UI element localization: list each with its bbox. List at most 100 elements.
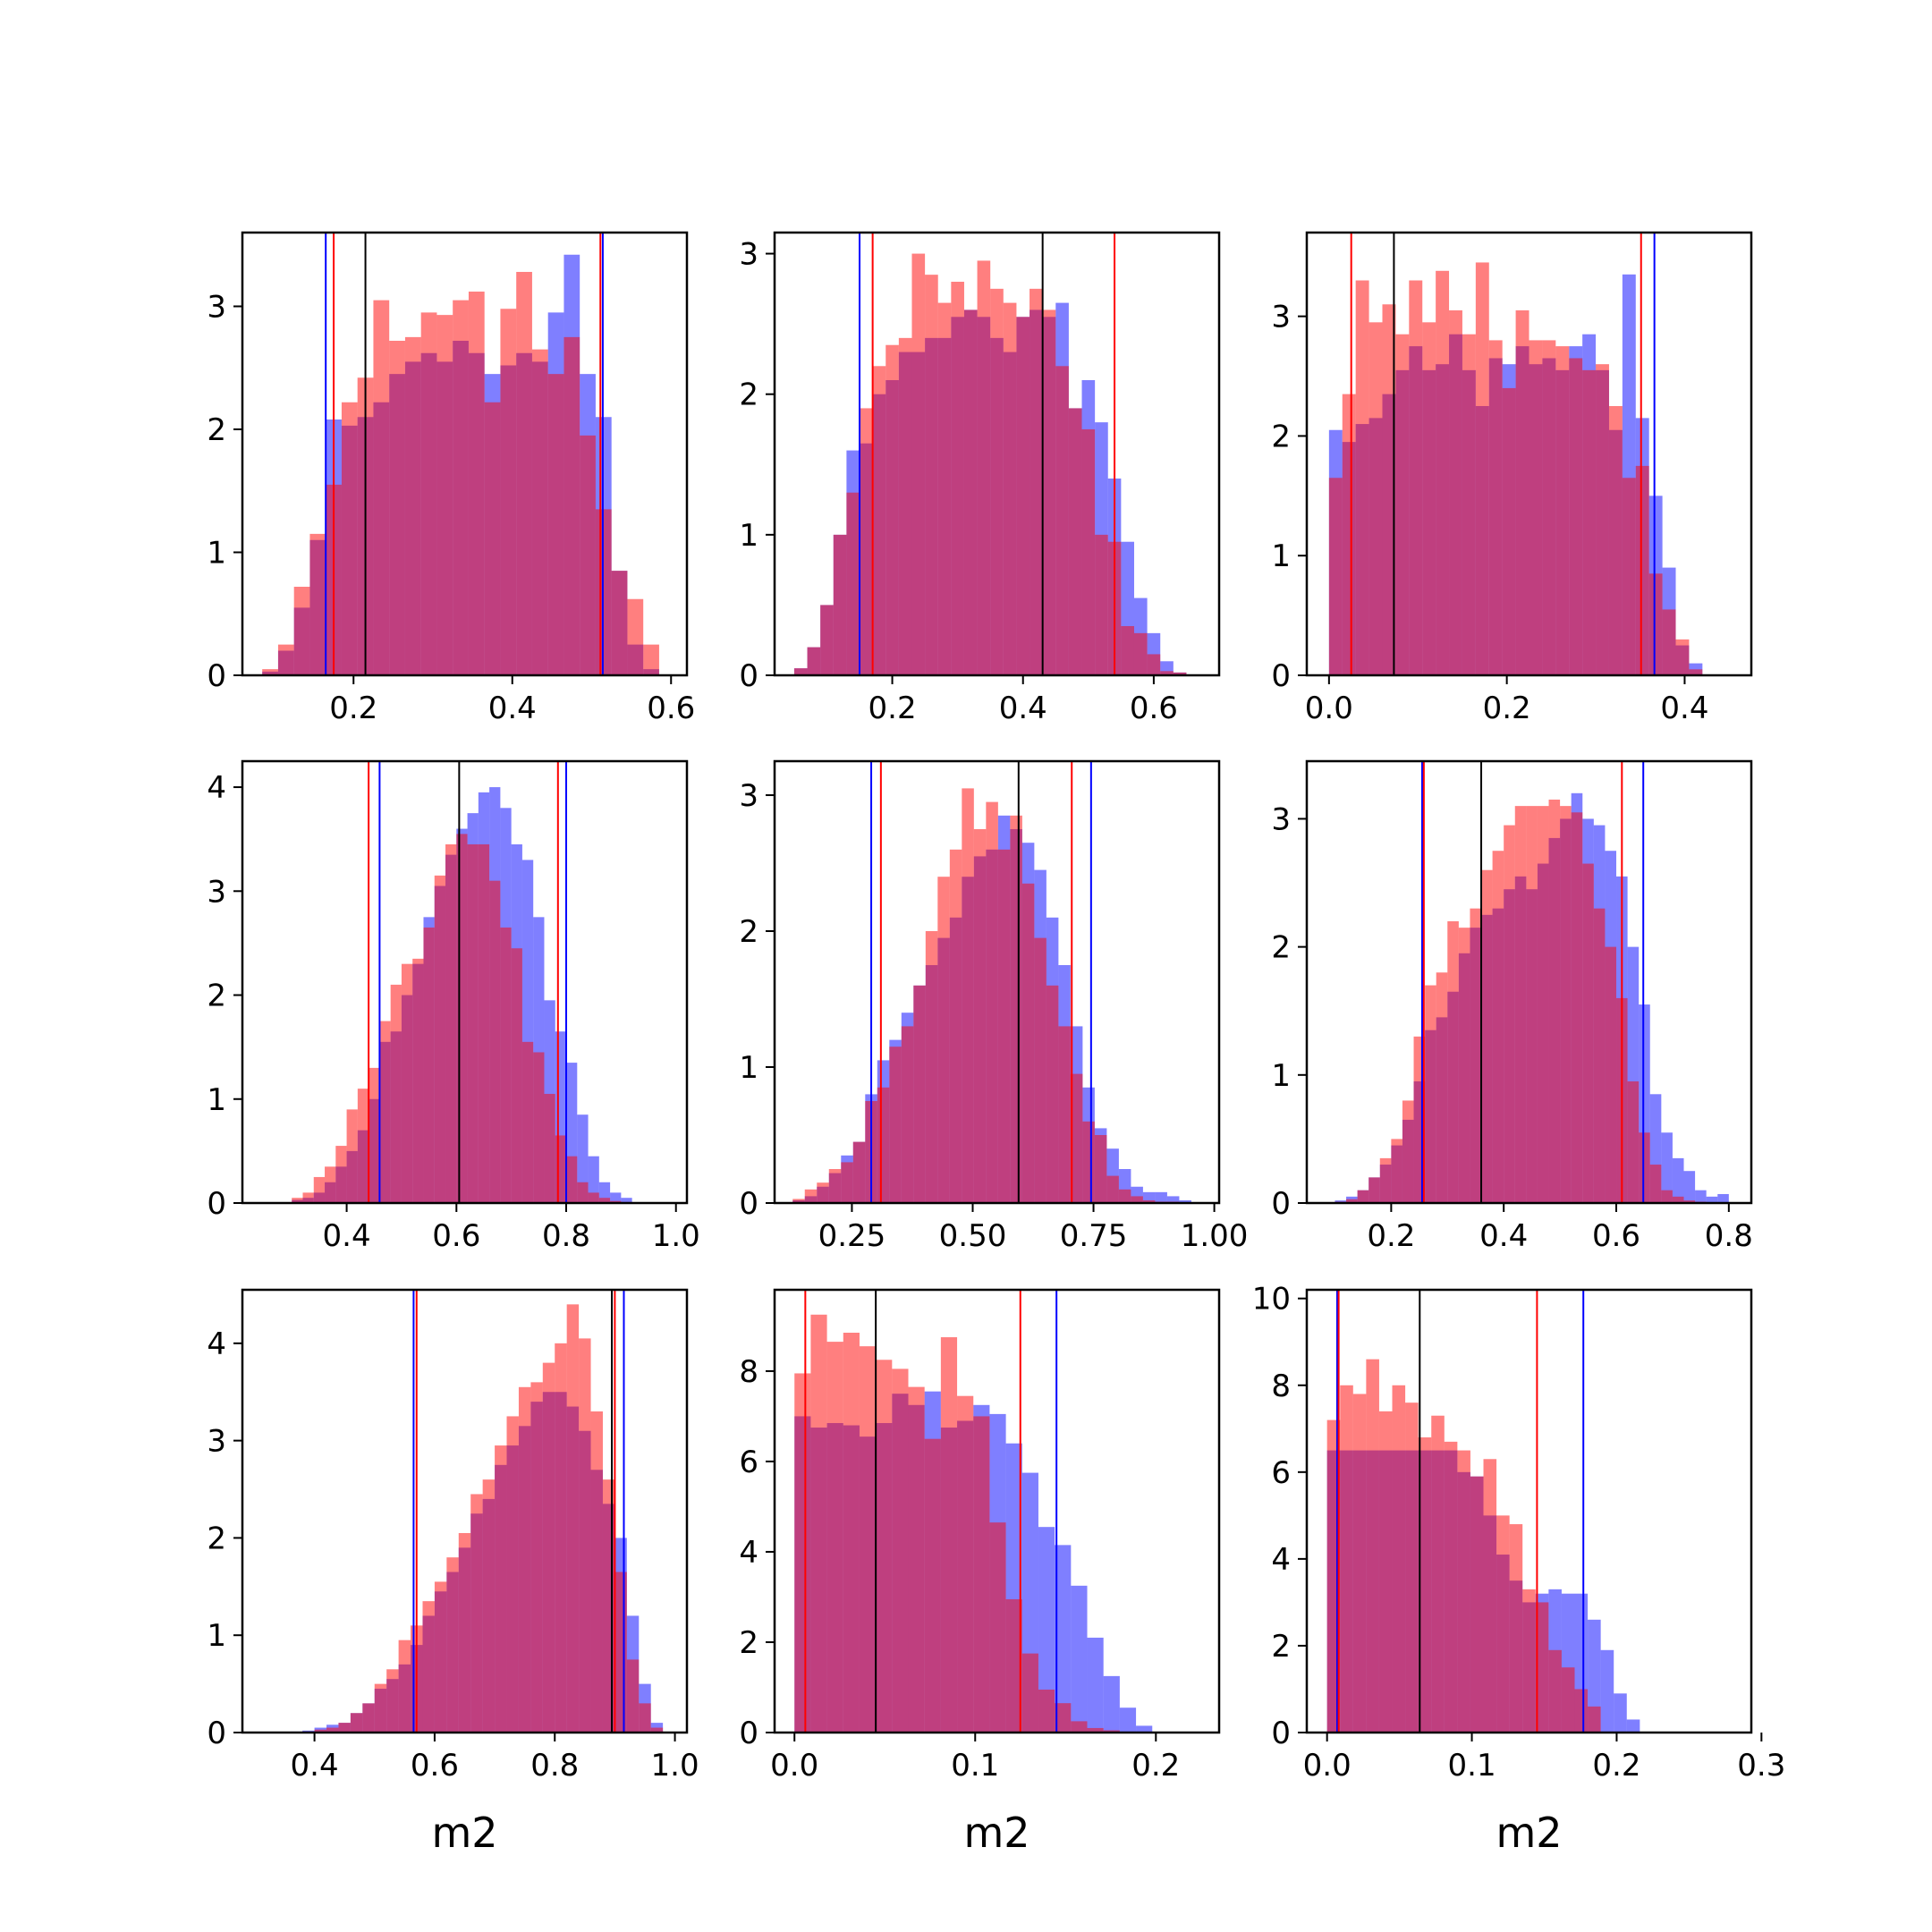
hist-bar-red <box>434 875 446 1203</box>
hist-bar-red <box>404 336 421 675</box>
hist-bar-red <box>1392 1385 1406 1733</box>
plot-area <box>262 233 659 675</box>
hist-bar-red <box>379 1021 391 1203</box>
hist-bar-red <box>924 1438 941 1733</box>
hist-bar-red <box>1173 672 1187 675</box>
hist-bar-red <box>1046 985 1059 1203</box>
hist-bar-red <box>614 1572 627 1733</box>
hist-bar-red <box>518 1386 531 1733</box>
y-tick-label: 1 <box>1271 538 1291 574</box>
x-tick-label: 0.4 <box>1660 691 1708 726</box>
axes-frame <box>773 231 1221 677</box>
hist-bar-blue <box>1614 1693 1627 1733</box>
x-tick-label: 0.2 <box>1592 1748 1640 1784</box>
hist-bar-red <box>650 1727 664 1733</box>
x-tick-label: 0.4 <box>488 691 537 726</box>
hist-bar-red <box>1355 280 1369 675</box>
hist-bar-red <box>1488 340 1503 675</box>
hist-bar-red <box>925 931 938 1203</box>
x-tick-label: 0.2 <box>869 691 917 726</box>
hist-bar-red <box>386 1669 399 1733</box>
y-tick-label: 2 <box>1271 930 1291 966</box>
hist-bar-red <box>579 1338 591 1733</box>
hist-bar-blue <box>621 1198 632 1203</box>
hist-bar-red <box>1103 1730 1120 1733</box>
hist-bar-red <box>1422 322 1436 675</box>
hist-bar-red <box>876 1360 893 1733</box>
hist-bar-red <box>373 300 390 675</box>
hist-bar-blue <box>1588 1619 1601 1733</box>
y-tick-label: 0 <box>1271 658 1291 694</box>
y-tick-label: 2 <box>207 1521 226 1556</box>
hist-bar-red <box>456 834 468 1203</box>
hist-bar-red <box>1574 1689 1589 1733</box>
hist-bar-red <box>1436 972 1448 1203</box>
axes-frame <box>241 759 689 1205</box>
y-tick-label: 2 <box>1271 419 1291 454</box>
hist-bar-red <box>1034 937 1046 1203</box>
hist-bar-red <box>314 1729 327 1733</box>
hist-bar-red <box>1627 1080 1640 1203</box>
hist-bar-red <box>892 1368 909 1733</box>
hist-bar-red <box>602 1479 615 1733</box>
hist-bar-red <box>1030 288 1043 675</box>
hist-bar-red <box>1118 1189 1131 1203</box>
hist-bar-red <box>1133 632 1148 675</box>
series-red <box>302 1304 664 1733</box>
x-tick-label: 0.8 <box>1705 1218 1753 1254</box>
hist-bar-red <box>898 337 912 675</box>
hist-bar-blue <box>1055 1545 1072 1733</box>
hist-bar-red <box>580 435 596 675</box>
y-tick-label: 3 <box>207 1424 226 1460</box>
subplot-5: 0.25 0.50 0.75 1.00 0 1 2 3 <box>739 759 1249 1254</box>
hist-bar-red <box>398 1640 411 1733</box>
x-tick-label: 0.1 <box>1448 1748 1496 1784</box>
hist-bar-blue <box>1166 1196 1180 1203</box>
hist-bar-red <box>1662 609 1676 675</box>
hist-bar-red <box>577 1182 589 1203</box>
axes-frame <box>241 231 689 677</box>
y-tick-label: 8 <box>739 1354 758 1390</box>
x-tick-label: 0.6 <box>1592 1218 1640 1254</box>
subplot-6: 0.2 0.4 0.6 0.8 0 1 2 3 <box>1271 759 1753 1254</box>
x-tick-label: 0.6 <box>432 1218 480 1254</box>
subplot-8: 0.0 0.1 0.2 0 2 4 6 8 m2 <box>739 1288 1221 1857</box>
y-tick-label: 1 <box>739 518 758 554</box>
hist-bar-red <box>423 927 435 1203</box>
y-tick-label: 0 <box>739 658 758 694</box>
hist-bar-red <box>1515 309 1530 675</box>
x-tick-label: 1.00 <box>1181 1218 1249 1254</box>
hist-bar-red <box>810 1314 827 1733</box>
hist-bar-red <box>852 1141 866 1203</box>
hist-bar-red <box>1522 1589 1536 1733</box>
hist-bar-red <box>1328 478 1343 675</box>
hist-bar-red <box>1571 812 1583 1203</box>
hist-bar-red <box>1661 1190 1673 1203</box>
hist-bar-red <box>859 1346 877 1733</box>
hist-bar-red <box>1492 851 1504 1203</box>
x-tick-label: 0.2 <box>329 691 377 726</box>
hist-bar-red <box>468 292 485 675</box>
y-tick-label: 2 <box>739 914 758 950</box>
y-tick-label: 6 <box>1271 1455 1291 1491</box>
hist-bar-red <box>1418 1437 1432 1733</box>
x-axis-label: m2 <box>431 1809 497 1857</box>
hist-bar-red <box>1431 1415 1445 1733</box>
hist-bar-red <box>420 312 437 675</box>
hist-bar-red <box>292 1198 303 1203</box>
hist-bar-red <box>1502 387 1516 675</box>
hist-bar-red <box>826 1342 843 1733</box>
hist-bar-red <box>1142 1199 1156 1203</box>
hist-bar-red <box>470 1494 483 1733</box>
hist-bar-red <box>506 1416 519 1733</box>
hist-bar-red <box>374 1683 387 1733</box>
hist-bar-red <box>1391 1139 1402 1203</box>
hist-bar-red <box>828 1169 842 1203</box>
x-tick-label: 0.8 <box>530 1748 579 1784</box>
series-red <box>1326 1359 1601 1733</box>
hist-bar-red <box>1470 1476 1484 1733</box>
y-tick-label: 3 <box>207 874 226 910</box>
hist-bar-red <box>309 533 326 675</box>
hist-bar-red <box>1605 946 1617 1203</box>
